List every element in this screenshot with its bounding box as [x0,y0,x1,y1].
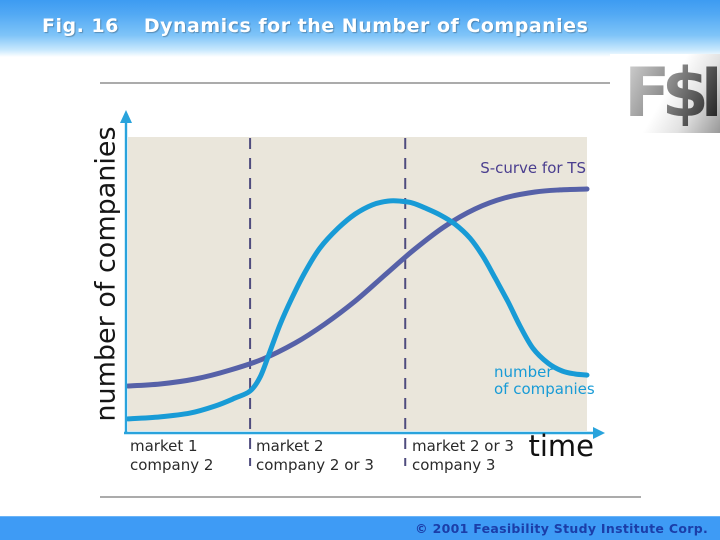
phase-2-line1: market 2 [256,437,324,455]
phase-3-line1: market 2 or 3 [412,437,514,455]
phase-label-market-2: market 2 company 2 or 3 [256,437,374,475]
copyright-text: © 2001 Feasibility Study Institute Corp. [415,521,708,536]
phase-1-line1: market 1 [130,437,198,455]
x-axis-label: time [528,429,594,463]
x-axis-arrowhead-icon [593,427,605,439]
s-curve-annotation: S-curve for TS [480,159,586,177]
companies-annotation-line2: of companies [494,380,595,398]
company-logo: F$I [610,54,720,133]
y-axis-label: number of companies [90,126,122,422]
phase-1-line2: company 2 [130,456,214,474]
companies-annotation-line1: number [494,363,553,381]
y-axis-arrowhead-icon [120,110,132,123]
phase-dividers [249,138,407,466]
curve-number-of-companies [125,198,590,422]
phase-label-market-2-or-3: market 2 or 3 company 3 [412,437,514,475]
header-divider-rule [100,82,640,84]
logo-text: F$I [624,54,720,133]
phase-label-market-1: market 1 company 2 [130,437,213,475]
phase-3-line2: company 3 [412,456,496,474]
plot-background [128,137,587,431]
footer-divider-rule [100,496,641,498]
series-curves [125,186,590,422]
slide-title: Dynamics for the Number of Companies [143,14,589,37]
header-bar: Fig. 16 Dynamics for the Number of Compa… [0,0,720,57]
footer-bar: © 2001 Feasibility Study Institute Corp. [0,516,720,540]
figure-label: Fig. 16 [42,14,119,37]
phase-2-line2: company 2 or 3 [256,456,374,474]
curve-s-curve-for-ts [125,186,590,389]
companies-curve-annotation: number of companies [494,364,595,398]
